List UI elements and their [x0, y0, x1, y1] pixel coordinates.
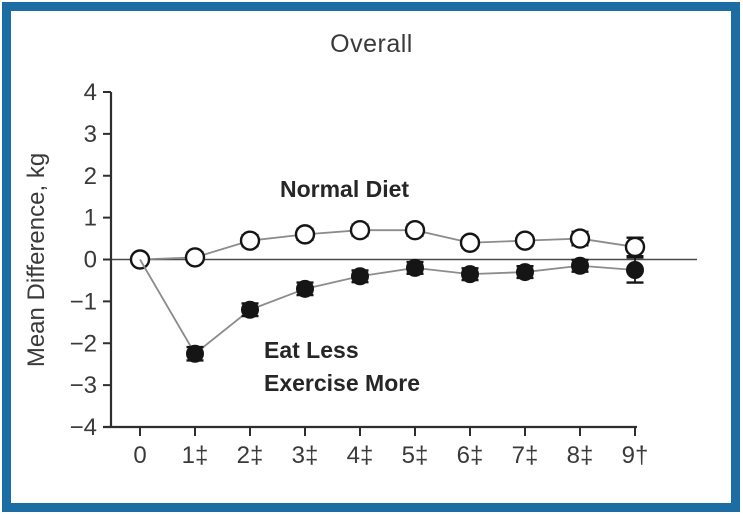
y-tick-label: 4	[84, 79, 97, 106]
series-eat-less-exercise-more	[139, 256, 644, 363]
y-tick-label: −2	[70, 330, 97, 357]
data-point-filled-circle	[626, 260, 644, 279]
data-point-open-circle	[569, 228, 591, 249]
data-point-filled-circle	[186, 344, 204, 363]
chart-title: Overall	[330, 30, 413, 58]
x-tick-label: 8‡	[567, 442, 594, 469]
series-annotation: Normal Diet	[280, 176, 409, 202]
series-annotation: Exercise More	[264, 370, 420, 396]
data-point-filled-circle	[516, 263, 534, 282]
y-tick-label: 1	[84, 205, 97, 232]
x-tick-label: 2‡	[237, 442, 264, 469]
data-point-filled-circle	[461, 265, 479, 284]
data-point-open-circle	[624, 236, 646, 258]
data-point-filled-circle	[296, 279, 314, 298]
data-point-filled-circle	[406, 258, 424, 277]
data-point-filled-circle	[241, 300, 259, 319]
x-axis: 0 1‡ 2‡ 3‡ 4‡ 5‡ 6‡ 7‡ 8‡ 9†	[103, 425, 649, 469]
series-normal-diet	[129, 219, 646, 270]
series-annotation: Eat Less	[264, 337, 359, 363]
x-tick-label: 9†	[622, 442, 649, 469]
x-tick-label: 7‡	[512, 442, 539, 469]
data-point-open-circle	[349, 219, 371, 241]
data-point-open-circle	[294, 224, 316, 245]
data-point-open-circle	[459, 232, 481, 253]
y-tick-label: 0	[84, 247, 97, 274]
data-point-open-circle	[404, 219, 426, 241]
y-tick-label: 3	[84, 121, 97, 148]
y-tick-label: −1	[70, 288, 97, 315]
y-tick-label: 2	[84, 163, 97, 190]
x-tick-label: 4‡	[347, 442, 374, 469]
data-point-filled-circle	[571, 256, 589, 275]
x-tick-label: 1‡	[182, 442, 209, 469]
x-tick-label: 0	[133, 442, 146, 469]
y-axis: 4 3 2 1 0 −1 −2 −3 −4 Mean Difference, kg	[23, 79, 113, 441]
data-point-open-circle	[239, 230, 261, 251]
x-tick-label: 6‡	[457, 442, 484, 469]
x-tick-label: 5‡	[402, 442, 429, 469]
y-tick-label: −3	[70, 372, 97, 399]
data-point-open-circle	[184, 247, 206, 268]
data-point-filled-circle	[351, 267, 369, 286]
x-tick-label: 3‡	[292, 442, 319, 469]
y-tick-label: −4	[70, 414, 97, 441]
data-point-open-circle	[514, 230, 536, 251]
y-axis-label: Mean Difference, kg	[23, 153, 50, 367]
